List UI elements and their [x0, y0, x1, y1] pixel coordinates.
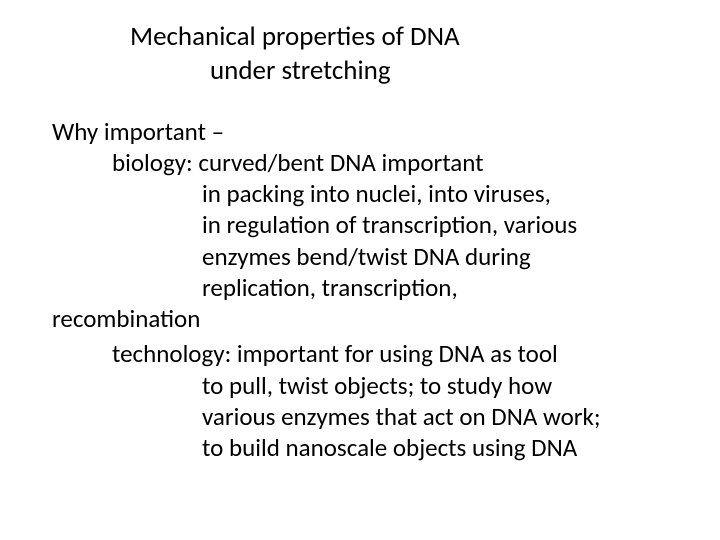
body-heading: Why important – [52, 116, 720, 147]
biology-line: enzymes bend/twist DNA during [202, 241, 720, 272]
technology-line: to build nanoscale objects using DNA [202, 432, 720, 463]
technology-line: to pull, twist objects; to study how [202, 370, 720, 401]
slide: Mechanical properties of DNA under stret… [0, 0, 720, 540]
biology-line: in packing into nuclei, into viruses, [202, 178, 720, 209]
title-line-2: under stretching [210, 54, 720, 88]
biology-line: replication, transcription, [202, 272, 720, 303]
technology-label: technology: important for using DNA as t… [112, 338, 720, 369]
biology-wrap-line: recombination [52, 303, 720, 334]
biology-line: in regulation of transcription, various [202, 209, 720, 240]
slide-body: Why important – biology: curved/bent DNA… [52, 116, 720, 464]
technology-line: various enzymes that act on DNA work; [202, 401, 720, 432]
title-line-1: Mechanical properties of DNA [130, 20, 720, 54]
biology-label: biology: curved/bent DNA important [112, 147, 720, 178]
slide-title: Mechanical properties of DNA under stret… [130, 20, 720, 88]
